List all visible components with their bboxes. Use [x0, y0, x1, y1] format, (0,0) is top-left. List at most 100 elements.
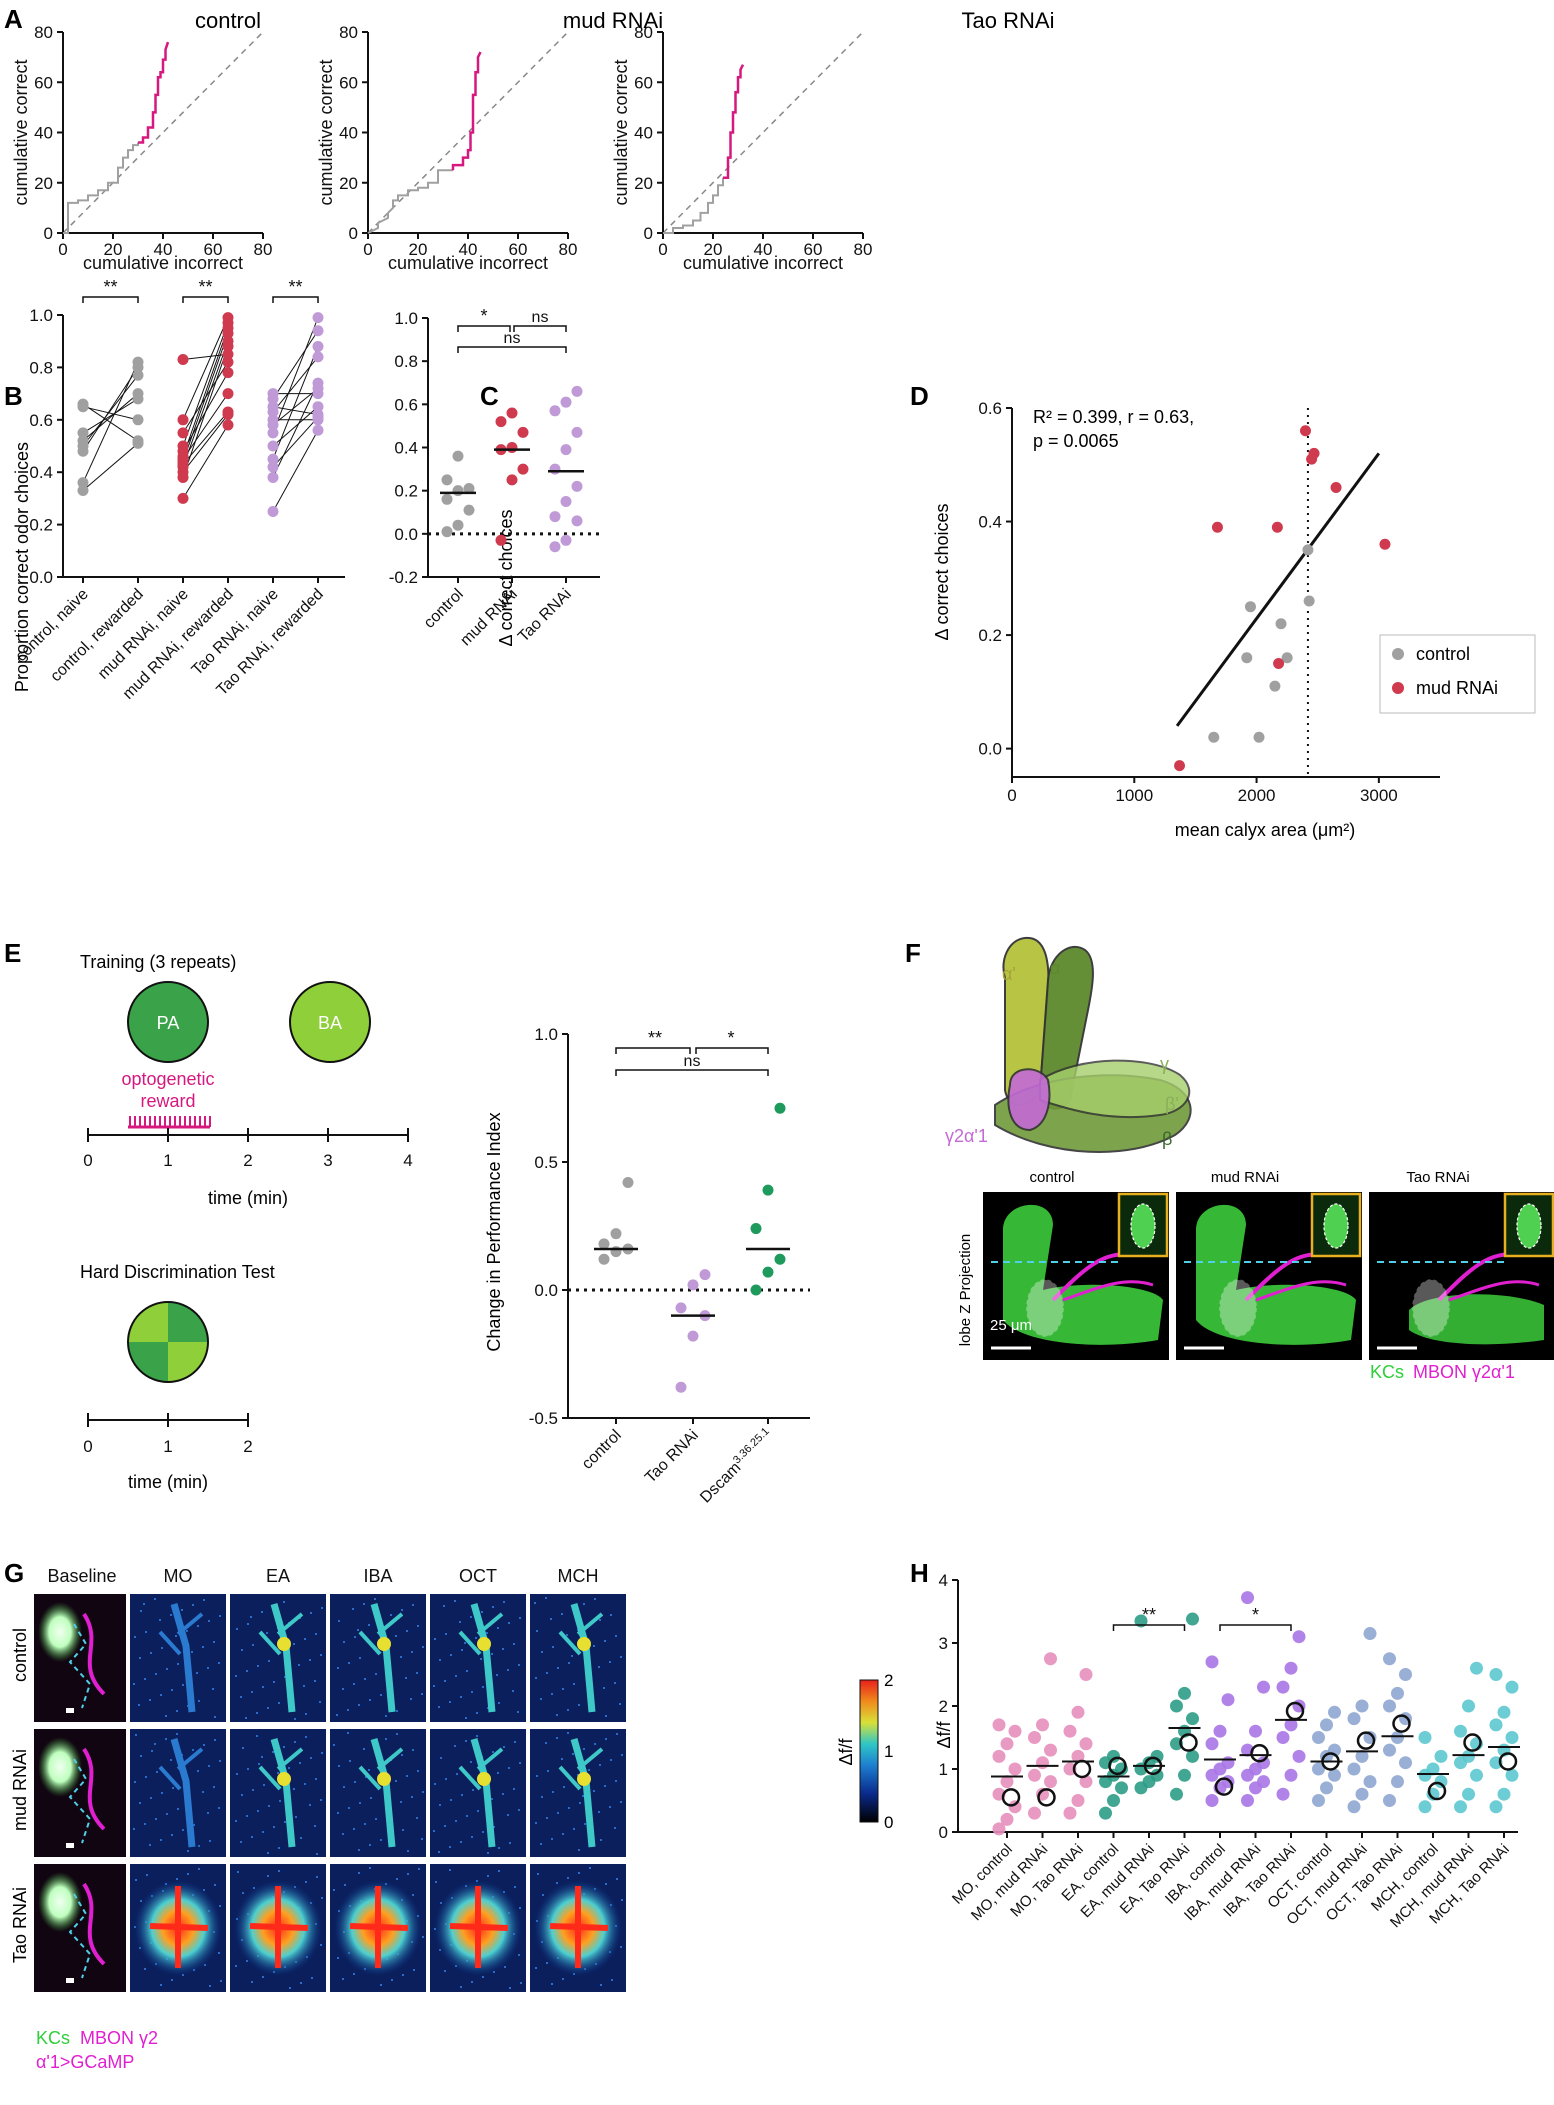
noise-pixel: [546, 1817, 548, 1819]
noise-pixel: [552, 1646, 554, 1648]
noise-pixel: [262, 1831, 264, 1833]
panel-d-xlabel: mean calyx area (μm²): [1175, 820, 1355, 840]
noise-pixel: [550, 1618, 552, 1620]
naive-point: [77, 398, 89, 410]
data-point: [1205, 1794, 1219, 1807]
noise-pixel: [207, 1667, 209, 1669]
panel-letters: A B C D E F G H: [4, 4, 929, 1588]
panel-letter-f: F: [905, 938, 921, 968]
noise-pixel: [380, 1984, 382, 1986]
noise-pixel: [407, 1850, 409, 1852]
image-tile: [230, 1594, 326, 1722]
rewarded-point: [222, 335, 234, 347]
data-point: [1470, 1661, 1483, 1675]
data-point: [699, 1269, 711, 1281]
noise-pixel: [256, 1735, 258, 1737]
noise-pixel: [349, 1760, 351, 1762]
rewarded-point: [132, 369, 144, 381]
naive-point: [267, 461, 279, 473]
noise-pixel: [406, 1775, 408, 1777]
reward-pulse-train: [128, 1116, 211, 1129]
noise-pixel: [343, 1641, 345, 1643]
noise-pixel: [578, 1849, 580, 1851]
data-point: [452, 450, 464, 462]
example-fly-marker: [1427, 1781, 1447, 1801]
data-point: [1241, 1794, 1254, 1807]
noise-pixel: [396, 1733, 398, 1735]
noise-pixel: [333, 1744, 335, 1746]
data-point: [560, 534, 572, 546]
noise-pixel: [487, 1852, 489, 1854]
noise-pixel: [310, 1757, 312, 1759]
noise-pixel: [309, 1804, 311, 1806]
data-point: [1328, 1705, 1341, 1719]
noise-pixel: [598, 1666, 600, 1668]
y-tick-label: 0: [939, 1823, 948, 1842]
noise-pixel: [235, 1820, 237, 1822]
data-point: [549, 405, 561, 417]
noise-pixel: [319, 1701, 321, 1703]
significance-label: **: [198, 277, 212, 297]
noise-pixel: [369, 1699, 371, 1701]
noise-pixel: [540, 1698, 542, 1700]
noise-pixel: [298, 1664, 300, 1666]
data-point: [1489, 1800, 1503, 1814]
noise-pixel: [454, 1745, 456, 1747]
panel-d-legend-control: control: [1416, 644, 1470, 664]
naive-point: [177, 414, 189, 426]
noise-pixel: [267, 1852, 269, 1854]
panel-letter-h: H: [910, 1558, 929, 1588]
data-point: [1000, 1737, 1014, 1751]
scale-bar: [66, 1843, 74, 1848]
x-tick-label: 60: [204, 240, 223, 259]
noise-pixel: [503, 1746, 505, 1748]
noise-pixel: [461, 1649, 463, 1651]
data-point: [1079, 1668, 1093, 1681]
y-tick-label: 0.0: [394, 525, 418, 544]
significance-label: *: [1252, 1605, 1259, 1625]
noise-pixel: [251, 1981, 253, 1983]
x-tick-label: 20: [104, 240, 123, 259]
noise-pixel: [444, 1825, 446, 1827]
x-tick-label: 40: [154, 240, 173, 259]
data-point: [1036, 1756, 1049, 1770]
noise-pixel: [487, 1707, 489, 1709]
panel-letter-d: D: [910, 381, 929, 411]
data-point: [1489, 1718, 1503, 1732]
noise-pixel: [219, 1615, 221, 1617]
noise-pixel: [390, 1614, 392, 1616]
panel-d-legend-mud: mud RNAi: [1416, 678, 1498, 698]
noise-pixel: [476, 1735, 478, 1737]
noise-pixel: [320, 1944, 322, 1946]
y-tick-label: 0.0: [534, 1281, 558, 1300]
image-tile: [530, 1864, 626, 1992]
noise-pixel: [455, 1675, 457, 1677]
noise-pixel: [459, 1621, 461, 1623]
lobe-label-beta-prime: β': [1165, 1094, 1179, 1114]
noise-pixel: [193, 1824, 195, 1826]
example-fly-marker: [1392, 1714, 1411, 1733]
noise-pixel: [508, 1622, 510, 1624]
data-point: [495, 534, 507, 546]
noise-pixel: [144, 1678, 146, 1680]
noise-pixel: [358, 1849, 360, 1851]
noise-pixel: [449, 1869, 451, 1871]
x-tick-label: 20: [409, 240, 428, 259]
data-point: [1454, 1724, 1467, 1738]
x-tick-label: 80: [559, 240, 578, 259]
training-time-label: time (min): [208, 1188, 288, 1208]
regression-line: [1175, 452, 1381, 727]
data-point: [1320, 1781, 1333, 1795]
significance-label: **: [103, 277, 117, 297]
data-point: [571, 515, 583, 527]
data-point: [1355, 1699, 1369, 1713]
noise-pixel: [303, 1685, 305, 1687]
rewarded-point: [312, 401, 324, 413]
noise-pixel: [294, 1741, 296, 1743]
noise-pixel: [502, 1648, 504, 1650]
column-header: MO: [164, 1566, 193, 1586]
noise-pixel: [502, 1793, 504, 1795]
data-point: [1249, 1724, 1262, 1738]
noise-pixel: [567, 1732, 569, 1734]
mbon-branch: [458, 1747, 504, 1791]
